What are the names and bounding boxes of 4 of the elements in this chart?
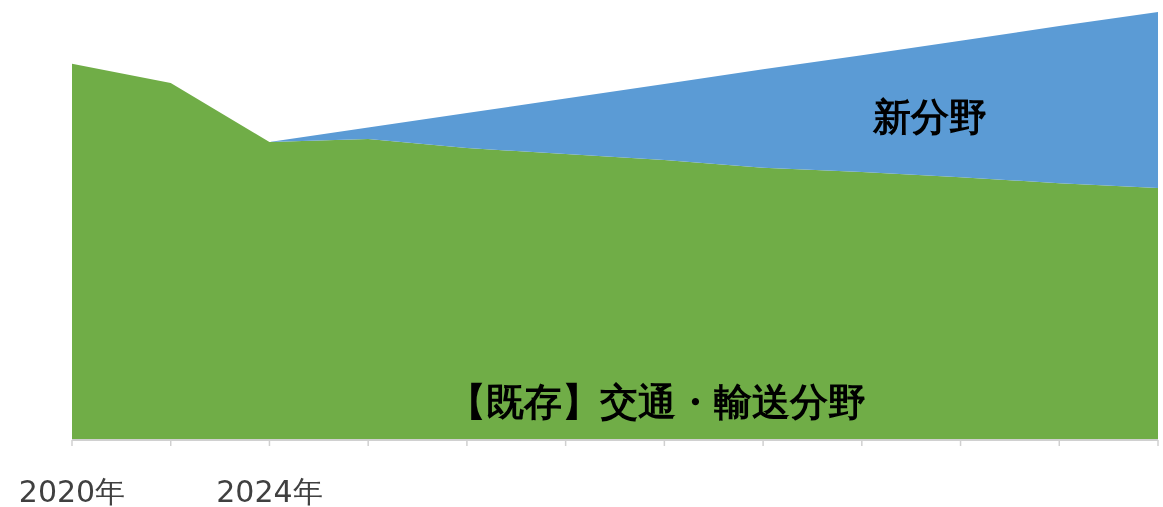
x-tick-label: 2024年 bbox=[216, 474, 323, 507]
series-label: 新分野 bbox=[872, 95, 987, 139]
series-label: 【既存】交通・輸送分野 bbox=[448, 380, 866, 424]
x-tick-label: 2020年 bbox=[18, 474, 126, 507]
